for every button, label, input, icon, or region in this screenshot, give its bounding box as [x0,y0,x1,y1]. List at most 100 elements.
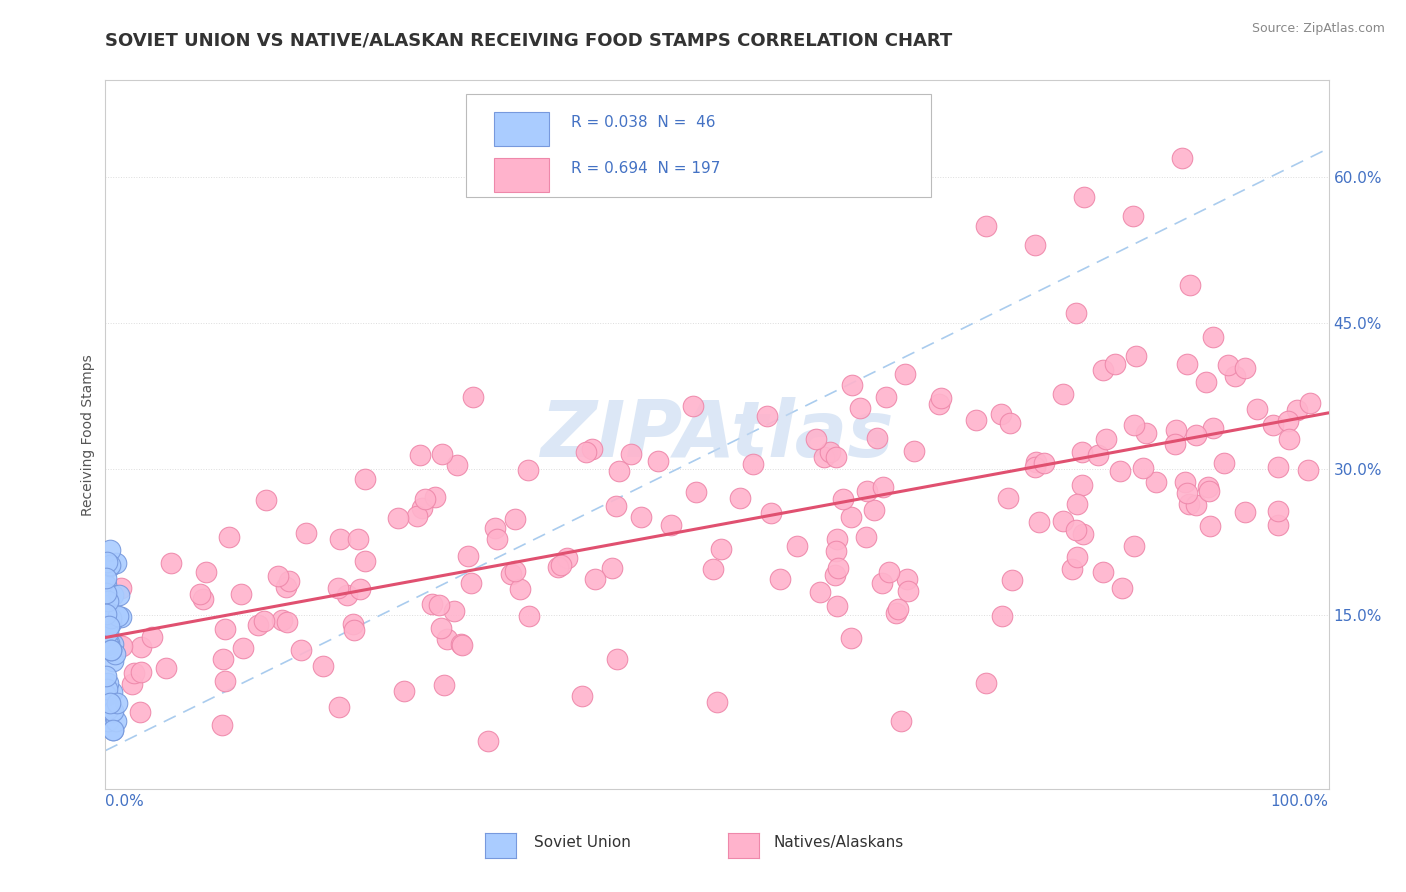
Point [728,491,751,505]
Point [110,581,132,595]
Point [436,632,458,647]
Point [1246,401,1268,416]
Point [1070,477,1092,491]
Point [97,625,120,640]
Point [97,702,120,716]
Point [889,714,911,729]
Point [1174,475,1197,489]
Point [887,602,910,616]
Point [581,442,603,457]
Point [647,453,669,467]
Point [1175,485,1198,500]
Point [94,701,117,715]
Point [1278,432,1301,446]
Point [96,620,118,634]
Point [965,413,987,427]
Point [897,584,920,599]
Point [1175,357,1198,371]
Point [974,219,997,233]
Point [98,608,121,623]
Point [98,619,121,633]
Point [254,492,277,507]
Point [104,647,127,661]
Point [232,641,254,656]
Point [443,604,465,618]
Point [129,705,152,719]
Point [706,695,728,709]
Point [1277,413,1299,427]
Point [329,532,352,546]
Text: Source: ZipAtlas.com: Source: ZipAtlas.com [1251,22,1385,36]
Point [896,572,918,586]
Point [100,643,122,657]
Point [160,556,183,570]
Point [990,609,1012,624]
Point [1000,417,1022,431]
Bar [495,112,550,145]
Point [894,367,917,381]
Point [825,450,848,465]
Point [212,651,235,665]
Point [756,409,779,423]
Point [1164,436,1187,450]
Point [1213,457,1236,471]
Text: R = 0.038  N =  46: R = 0.038 N = 46 [571,115,716,130]
Point [974,675,997,690]
Point [1199,519,1222,533]
Point [141,630,163,644]
Point [104,714,127,729]
Point [433,678,456,692]
Point [98,558,121,572]
Point [1122,209,1144,223]
Point [129,640,152,654]
Point [409,448,432,462]
Point [1171,151,1194,165]
Point [928,397,950,411]
Point [97,640,120,655]
Point [450,637,472,651]
Point [247,618,270,632]
Point [294,526,316,541]
Point [336,587,359,601]
Point [1185,427,1208,442]
Point [769,572,792,586]
Point [94,688,117,702]
Point [813,450,835,464]
Point [600,560,623,574]
Point [856,483,879,498]
Point [427,598,450,612]
Point [460,576,482,591]
Point [872,480,894,494]
Point [1052,514,1074,528]
Point [1071,444,1094,458]
Point [865,431,887,445]
Point [827,561,849,575]
Point [550,558,572,572]
Point [104,556,127,570]
Point [411,500,433,515]
Point [343,623,366,637]
Point [193,591,215,606]
Point [849,401,872,416]
Point [1066,497,1088,511]
Point [903,443,925,458]
Point [96,612,118,626]
Point [484,521,506,535]
Point [214,622,236,636]
Point [477,734,499,748]
Point [98,542,121,557]
Point [1125,349,1147,363]
Point [1104,357,1126,371]
Point [94,586,117,600]
Point [432,447,454,461]
Point [1197,480,1219,494]
Point [990,407,1012,421]
Point [96,571,118,585]
Point [831,492,853,507]
Point [1185,498,1208,512]
Point [103,723,125,737]
Point [270,613,292,627]
Point [517,608,540,623]
Point [101,704,124,718]
Point [505,512,527,526]
